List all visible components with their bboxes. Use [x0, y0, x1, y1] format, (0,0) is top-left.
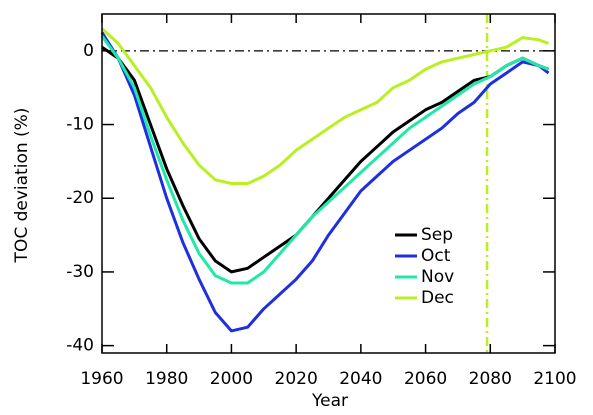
line	[100, 35, 550, 285]
legend-label: Nov	[421, 267, 454, 287]
y-axis-title: TOC deviation (%)	[12, 108, 32, 264]
y-tick-label: -10	[66, 115, 94, 135]
line	[100, 27, 550, 185]
x-tick-label: 1960	[80, 369, 123, 389]
x-tick-label: 2100	[533, 369, 576, 389]
x-tick-label: 2000	[210, 369, 253, 389]
x-axis-title: Year	[311, 391, 348, 411]
x-tick-label: 2060	[404, 369, 447, 389]
x-tick-label: 2080	[469, 369, 512, 389]
legend-label: Dec	[421, 288, 454, 308]
x-tick-label: 2040	[339, 369, 382, 389]
y-tick-label: -20	[66, 188, 94, 208]
x-tick-label: 1980	[145, 369, 188, 389]
y-tick-label: 0	[83, 41, 94, 61]
line	[101, 45, 550, 274]
legend-label: Oct	[421, 246, 451, 266]
y-tick-label: -30	[66, 262, 94, 282]
legend-label: Sep	[421, 225, 453, 245]
plot-frame	[101, 13, 556, 354]
x-tick-label: 2020	[275, 369, 318, 389]
y-tick-label: -40	[66, 336, 94, 356]
line	[100, 31, 550, 333]
